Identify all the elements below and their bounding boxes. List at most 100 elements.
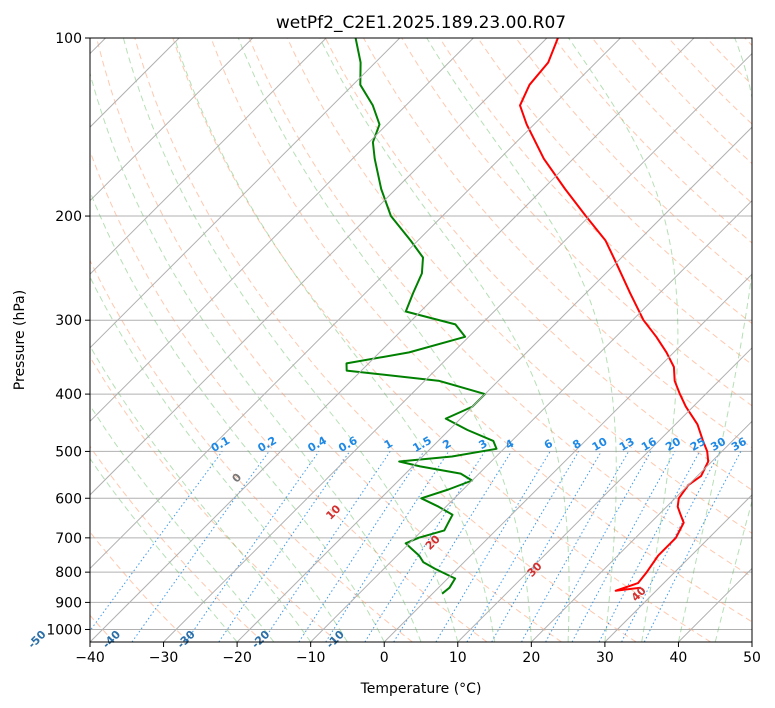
mixing-ratio-line xyxy=(262,451,391,642)
y-axis-label: Pressure (hPa) xyxy=(12,290,28,390)
isotherm-line xyxy=(90,38,695,642)
moist-adiabat-line xyxy=(90,71,422,642)
y-tick-label: 700 xyxy=(55,531,82,547)
x-tick-label: 50 xyxy=(743,650,761,666)
x-tick-label: 30 xyxy=(596,650,614,666)
temperature-line xyxy=(519,38,710,592)
mixing-ratio-line xyxy=(364,451,486,642)
dry-adiabat-line xyxy=(90,259,413,642)
isotherm-line xyxy=(90,38,327,275)
moist-adiabat-line xyxy=(714,499,752,642)
dry-adiabat-line xyxy=(134,38,637,642)
x-tick-label: −30 xyxy=(149,650,179,666)
moist-adiabat-line xyxy=(174,38,496,642)
y-tick-label: 200 xyxy=(55,209,82,225)
isotherm-line xyxy=(90,38,254,202)
x-tick-label: 0 xyxy=(380,650,389,666)
dry-adiabat-line xyxy=(90,149,488,642)
dry-adiabat-line xyxy=(591,38,752,204)
isotherm-line xyxy=(678,567,752,642)
mixing-ratio-line xyxy=(298,451,425,642)
axis-ticks: −40 −30 −20 −10 0 10 20 30 40 50 100 200 300 400 500 60… xyxy=(46,31,761,666)
y-tick-label: 600 xyxy=(55,491,82,507)
dry-adiabat-line xyxy=(90,531,189,642)
dry-adiabat-line xyxy=(515,38,752,284)
dry-adiabats xyxy=(90,38,752,642)
dry-adiabat-line xyxy=(210,38,752,623)
x-tick-label: 20 xyxy=(522,650,540,666)
dry-adiabat-line xyxy=(439,38,752,366)
dry-adiabat-line xyxy=(553,38,752,244)
isotherm-line xyxy=(751,641,752,642)
moist-adiabat-line xyxy=(319,38,570,642)
isotherm-line xyxy=(90,38,621,570)
mixing-ratio-label: 2 xyxy=(440,437,453,452)
isotherm-line xyxy=(310,199,752,642)
moist-adiabat-line xyxy=(677,38,752,642)
mixing-ratio-line xyxy=(521,451,630,642)
mixing-ratio-line xyxy=(393,451,512,642)
dry-adiabat-line xyxy=(96,38,562,642)
mixing-ratio-line xyxy=(131,451,270,642)
isotherms xyxy=(90,38,752,642)
dry-adiabat-label: -50 xyxy=(25,628,48,651)
dry-adiabat-line xyxy=(744,38,752,47)
moist-adiabat-line xyxy=(90,275,348,642)
y-tick-label: 900 xyxy=(55,595,82,611)
isotherm-line xyxy=(457,347,752,642)
moist-adiabat-line xyxy=(90,457,238,642)
isotherm-line xyxy=(604,494,752,642)
x-tick-label: −40 xyxy=(75,650,105,666)
dry-adiabat-line xyxy=(401,38,752,407)
isotherm-line xyxy=(163,52,752,642)
isotherm-line xyxy=(530,420,752,642)
moist-adiabat-line xyxy=(568,38,679,642)
mixing-ratio-line xyxy=(218,451,351,642)
isoline-labels: -100-90-80-70-60-50-40-30-20-10010203040… xyxy=(25,434,749,651)
mixing-ratio-line xyxy=(491,451,602,642)
x-tick-label: −20 xyxy=(222,650,252,666)
y-tick-label: 300 xyxy=(55,313,82,329)
isotherm-line xyxy=(90,38,548,496)
mixing-ratio-line xyxy=(435,451,551,642)
dry-adiabat-line xyxy=(90,445,264,642)
y-tick-label: 100 xyxy=(55,31,82,47)
mixing-ratio-lines xyxy=(90,451,742,642)
isotherm-line xyxy=(90,38,401,349)
mixing-ratio-line xyxy=(466,451,580,642)
dry-adiabat-line xyxy=(172,38,711,642)
moist-adiabat-line xyxy=(90,404,275,642)
chart-title: wetPf2_C2E1.2025.189.23.00.R07 xyxy=(276,13,566,33)
dry-adiabat-line xyxy=(286,38,752,534)
moist-adiabat-line xyxy=(90,345,312,642)
dry-adiabat-line xyxy=(668,38,752,125)
dry-adiabat-line xyxy=(324,38,752,491)
isotherm-line xyxy=(383,273,752,642)
y-tick-label: 500 xyxy=(55,444,82,460)
dry-adiabat-line xyxy=(477,38,752,325)
dry-adiabat-line xyxy=(706,38,752,86)
x-tick-label: 10 xyxy=(449,650,467,666)
mixing-ratio-line xyxy=(598,451,701,642)
moist-adiabats xyxy=(90,38,752,642)
plot-frame xyxy=(89,37,753,643)
isotherm-line xyxy=(90,38,474,423)
moist-adiabat-line xyxy=(237,38,532,642)
x-tick-label: 40 xyxy=(670,650,688,666)
y-tick-label: 400 xyxy=(55,387,82,403)
dry-adiabat-label: -10 xyxy=(324,628,347,651)
dry-adiabat-line xyxy=(363,38,752,449)
mixing-ratio-line xyxy=(571,451,676,642)
mixing-ratio-line xyxy=(90,451,223,632)
moist-adiabat-line xyxy=(122,38,459,642)
x-tick-label: −10 xyxy=(296,650,326,666)
y-tick-label: 800 xyxy=(55,565,82,581)
isotherm-line xyxy=(236,126,752,642)
y-tick-label: 1000 xyxy=(46,622,82,638)
x-axis-label: Temperature (°C) xyxy=(360,681,482,697)
dry-adiabat-label: 30 xyxy=(525,559,545,579)
moist-adiabat-line xyxy=(426,38,617,642)
dry-adiabat-line xyxy=(630,38,752,165)
mixing-ratio-line xyxy=(643,451,742,642)
